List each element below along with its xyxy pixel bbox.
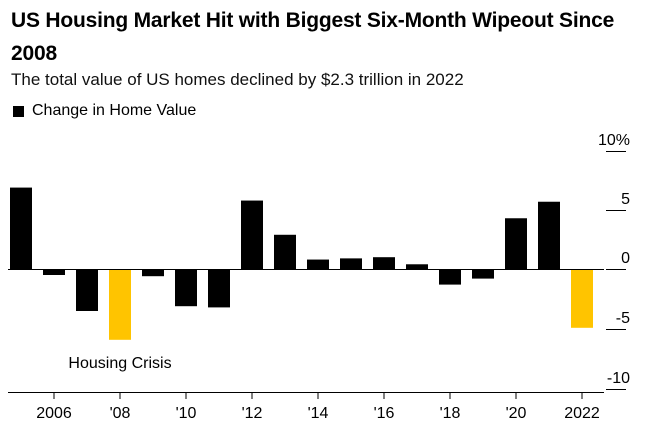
bar-2010-h1 — [307, 259, 329, 269]
bar-2007-h1 — [109, 269, 131, 340]
x-tick-label: '20 — [506, 405, 527, 422]
y-tick-label: -10 — [607, 370, 630, 387]
legend-swatch — [13, 105, 24, 117]
bars-group — [10, 187, 593, 340]
legend: Change in Home Value — [13, 101, 196, 121]
bar-2010-h2 — [340, 258, 362, 269]
x-tick-label: '14 — [308, 405, 329, 422]
bar-2011-h2 — [406, 264, 428, 269]
chart-subtitle: The total value of US homes declined by … — [11, 70, 464, 89]
bar-2014-h1 — [571, 269, 593, 328]
x-tick-label: 2022 — [564, 405, 600, 422]
bar-2009-h1 — [241, 200, 263, 269]
x-tick-label: 2006 — [36, 405, 72, 422]
bar-2008-h1 — [175, 269, 197, 307]
chart-title: US Housing Market Hit with Biggest Six-M… — [11, 9, 615, 65]
y-tick-label: 5 — [621, 191, 630, 208]
bar-2011-h1 — [373, 257, 395, 269]
x-tick-label: '18 — [440, 405, 461, 422]
x-tick-label: '16 — [374, 405, 395, 422]
bar-2013-h2 — [538, 201, 560, 269]
bar-2008-h2 — [208, 269, 230, 308]
bar-2009-h2 — [274, 234, 296, 269]
bar-2005-h2 — [10, 187, 32, 269]
bar-2012-h1 — [439, 269, 461, 285]
x-tick-label: '08 — [110, 405, 131, 422]
y-tick-label: 10% — [598, 132, 630, 149]
x-tick-label: '10 — [176, 405, 197, 422]
x-axis: 2006 '08 '10 '12 '14 '16 '18 '20 2022 — [36, 392, 600, 422]
legend-label: Change in Home Value — [32, 102, 197, 119]
x-tick-label: '12 — [242, 405, 263, 422]
bar-2013-h1 — [505, 218, 527, 269]
bar-2006-h1 — [43, 269, 65, 275]
bar-2006-h2 — [76, 269, 98, 311]
y-tick-label: -5 — [616, 310, 630, 327]
y-tick-label: 0 — [621, 250, 630, 267]
annotations-group: Housing Crisis — [68, 355, 171, 372]
bar-2007-h2 — [142, 269, 164, 277]
annotation-label: Housing Crisis — [68, 355, 171, 372]
bar-2012-h2 — [472, 269, 494, 279]
y-axis: 10% 5 0 -5 -10 — [598, 132, 630, 390]
